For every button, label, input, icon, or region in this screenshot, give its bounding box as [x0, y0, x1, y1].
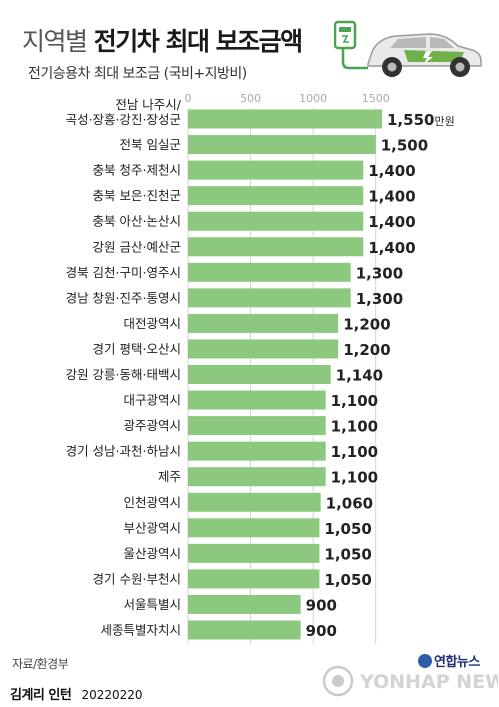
bar [188, 365, 331, 384]
category-label: 인천광역시 [123, 495, 181, 510]
bar [188, 620, 301, 640]
bar [188, 313, 339, 333]
category-label: 경기 성남·과천·하남시 [66, 444, 181, 459]
category-label: 제주 [158, 469, 181, 484]
electric-car-icon [334, 20, 482, 77]
bar [188, 416, 326, 436]
value-label: 1,050 [324, 571, 371, 589]
category-label: 충북 아산·논산시 [93, 214, 181, 229]
category-label: 대구광역시 [123, 393, 181, 408]
value-label: 1,500 [381, 137, 428, 155]
category-label: 충북 보은·진천군 [93, 188, 181, 203]
value-label: 1,050 [324, 520, 371, 538]
title-main: 전기차 최대 보조금액 [93, 27, 303, 56]
bar [188, 237, 364, 257]
category-label: 강원 금산·예산군 [93, 239, 181, 254]
x-tick-label: 500 [240, 92, 261, 105]
data-source: 자료/환경부 [12, 657, 69, 671]
bars [188, 109, 382, 640]
bar [188, 186, 364, 206]
value-label: 1,300 [356, 264, 403, 282]
x-tick-label: 1000 [299, 92, 327, 105]
bar [188, 211, 364, 231]
value-label: 1,400 [368, 239, 415, 257]
publish-date: 20220220 [81, 688, 143, 702]
unit-label: 만원 [434, 115, 454, 128]
x-axis-ticks: 0 500 1000 1500 [185, 92, 390, 105]
bar [188, 467, 326, 487]
footer: 김계리 인턴 20220220 [10, 684, 143, 703]
value-label: 1,100 [331, 469, 378, 487]
bar [188, 262, 351, 282]
yonhap-logo-text: 연합뉴스 [434, 655, 480, 670]
bar [188, 569, 320, 589]
title-region: 지역별 [22, 27, 88, 56]
category-label: 대전광역시 [123, 316, 181, 331]
category-label: 서울특별시 [123, 597, 181, 612]
value-label: 900 [306, 622, 337, 640]
value-label: 1,400 [368, 188, 415, 206]
value-label: 1,400 [368, 213, 415, 231]
bar [188, 160, 364, 180]
x-tick-label: 1500 [362, 92, 390, 105]
category-label: 경기 수원·부천시 [93, 571, 181, 586]
bar [188, 492, 321, 512]
bar [188, 594, 301, 614]
x-tick-label: 0 [185, 92, 192, 105]
value-label: 1,550만원 [387, 111, 455, 129]
category-label: 경기 평택·오산시 [93, 341, 181, 356]
value-label: 1,140 [336, 367, 383, 385]
category-label: 경북 김천·구미·영주시 [66, 265, 181, 280]
bar [188, 109, 382, 129]
value-label: 1,400 [368, 162, 415, 180]
category-label: 세종특별자치시 [100, 623, 181, 638]
category-label: 전북 임실군 [120, 137, 181, 152]
category-label-line2: 곡성·장흥·강진·장성군 [66, 112, 181, 127]
value-label: 900 [306, 596, 337, 614]
bar [188, 288, 351, 308]
value-label: 1,200 [343, 341, 390, 359]
value-label: 1,200 [343, 315, 390, 333]
value-label: 1,100 [331, 443, 378, 461]
value-label: 1,100 [331, 392, 378, 410]
bar [188, 390, 326, 410]
bar [188, 543, 320, 563]
value-label: 1,100 [331, 418, 378, 436]
category-label: 광주광역시 [123, 418, 181, 433]
bar [188, 339, 339, 359]
category-label: 울산광역시 [123, 546, 181, 561]
category-label: 부산광역시 [123, 520, 181, 535]
bar [188, 441, 326, 461]
chart-subtitle: 전기승용차 최대 보조금 (국비+지방비) [28, 66, 247, 82]
category-label-line1: 전남 나주시/ [115, 97, 181, 112]
category-label: 강원 강릉·동해·태백시 [66, 367, 181, 382]
value-label: 1,300 [356, 290, 403, 308]
category-label: 충북 청주·제천시 [93, 163, 181, 178]
bar [188, 518, 320, 538]
value-label: 1,060 [326, 494, 373, 512]
author: 김계리 인턴 [10, 688, 72, 703]
bar [188, 135, 376, 155]
watermark-text: YONHAP NEWS [359, 671, 498, 693]
chart-title: 지역별 전기차 최대 보조금액 [22, 22, 303, 58]
value-labels: 1,550만원 1,500 1,400 1,400 1,400 1,400 1,300 1,3… [306, 111, 455, 640]
yonhap-watermark: YONHAP NEWS [322, 665, 498, 697]
category-label: 경남 창원·진주·통영시 [66, 290, 181, 305]
value-label: 1,050 [324, 545, 371, 563]
yonhap-logo-icon [418, 654, 432, 668]
yonhap-logo: 연합뉴스 [418, 651, 480, 670]
